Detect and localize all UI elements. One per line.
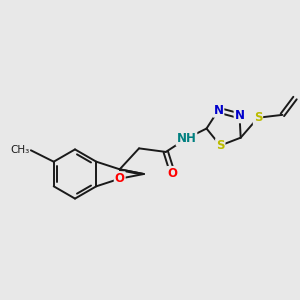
Text: S: S bbox=[216, 139, 224, 152]
Text: NH: NH bbox=[176, 132, 196, 145]
Text: CH₃: CH₃ bbox=[10, 145, 29, 155]
Text: N: N bbox=[235, 110, 244, 122]
Text: O: O bbox=[168, 167, 178, 180]
Text: O: O bbox=[115, 172, 125, 185]
Text: S: S bbox=[254, 111, 262, 124]
Text: N: N bbox=[213, 104, 224, 117]
